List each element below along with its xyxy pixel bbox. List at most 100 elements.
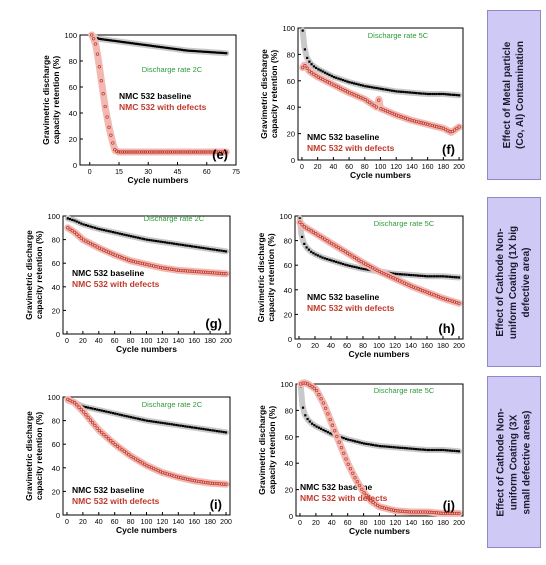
y-tick-label: 100 (47, 393, 60, 402)
data-point (426, 448, 429, 452)
data-point (362, 267, 365, 271)
y-tick-label: 0 (73, 161, 77, 170)
data-point (100, 228, 103, 231)
data-point (451, 93, 454, 96)
data-point (211, 248, 214, 251)
data-point (90, 33, 94, 37)
y-tick-label: 60 (284, 261, 292, 270)
data-point (364, 493, 368, 498)
data-point (75, 220, 78, 223)
data-point (307, 248, 310, 251)
data-point (323, 257, 326, 260)
data-point (143, 419, 146, 422)
data-point (193, 426, 196, 429)
data-point (176, 150, 180, 154)
x-tick-label: 100 (374, 520, 386, 527)
data-point (385, 445, 388, 448)
data-point (93, 42, 98, 46)
data-point (105, 410, 108, 413)
data-point (175, 423, 178, 427)
x-tick-label: 180 (438, 164, 450, 171)
data-point (75, 232, 79, 236)
data-point (73, 219, 76, 222)
data-point (211, 51, 214, 54)
data-point (363, 442, 366, 445)
data-point (310, 385, 314, 389)
series-error-band (297, 383, 462, 455)
data-point (448, 511, 452, 516)
side-label-big-defect: Effect of Cathode Non- uniform Coating (… (487, 197, 541, 367)
data-point (205, 150, 209, 154)
data-point (156, 45, 159, 48)
data-point (337, 261, 340, 264)
data-point (408, 91, 411, 94)
x-tick-label: 60 (345, 164, 353, 171)
data-point (141, 237, 144, 240)
data-point (342, 451, 346, 455)
data-point (320, 236, 325, 240)
x-tick-label: 20 (314, 164, 322, 171)
series-error-band (64, 395, 230, 488)
data-point (343, 250, 347, 254)
data-point (313, 424, 316, 427)
data-point (134, 150, 138, 154)
data-point (407, 510, 411, 514)
y-tick-label: 40 (69, 109, 77, 118)
data-point (335, 76, 338, 79)
data-point (323, 406, 328, 410)
data-point (95, 426, 99, 430)
series-error-band (296, 218, 463, 307)
data-point (124, 451, 129, 455)
data-point (455, 126, 459, 131)
data-point (345, 251, 350, 255)
data-point (353, 265, 356, 268)
data-point (98, 228, 101, 231)
data-point (188, 425, 191, 429)
data-point (204, 247, 207, 250)
rate-annotation: Discharge rate 5C (368, 31, 429, 40)
data-point (401, 273, 404, 276)
data-point (202, 427, 205, 431)
data-point (317, 68, 320, 71)
side-label-line: small defective areas) (521, 410, 533, 514)
data-point (84, 413, 88, 417)
data-point (174, 268, 178, 272)
data-point (412, 274, 415, 277)
data-point (218, 249, 221, 252)
data-point (161, 421, 164, 425)
data-point (430, 448, 433, 452)
y-tick-label: 20 (52, 306, 60, 315)
y-tick-label: 80 (52, 236, 60, 245)
data-point (84, 406, 87, 409)
data-point (351, 439, 354, 442)
data-point (421, 510, 425, 514)
data-point (355, 480, 359, 484)
data-point (364, 268, 367, 271)
data-point (79, 407, 83, 412)
x-tick-label: 0 (297, 343, 301, 350)
data-point (437, 448, 440, 452)
data-point (129, 41, 132, 45)
data-point (150, 44, 153, 47)
x-tick-label: 30 (144, 169, 152, 176)
data-point (84, 224, 87, 227)
data-point (195, 150, 200, 154)
data-point (115, 149, 119, 153)
data-point (346, 80, 349, 83)
data-point (415, 92, 418, 95)
series-error-band (299, 27, 463, 99)
data-point (391, 272, 395, 275)
data-point (167, 47, 170, 50)
data-point (113, 147, 117, 152)
data-point (130, 416, 133, 419)
data-point (326, 72, 329, 75)
data-point (328, 258, 331, 261)
data-point (72, 230, 77, 234)
data-point (118, 150, 123, 154)
data-point (455, 450, 458, 453)
data-point (419, 448, 422, 451)
data-point (215, 481, 219, 486)
data-point (325, 239, 329, 243)
